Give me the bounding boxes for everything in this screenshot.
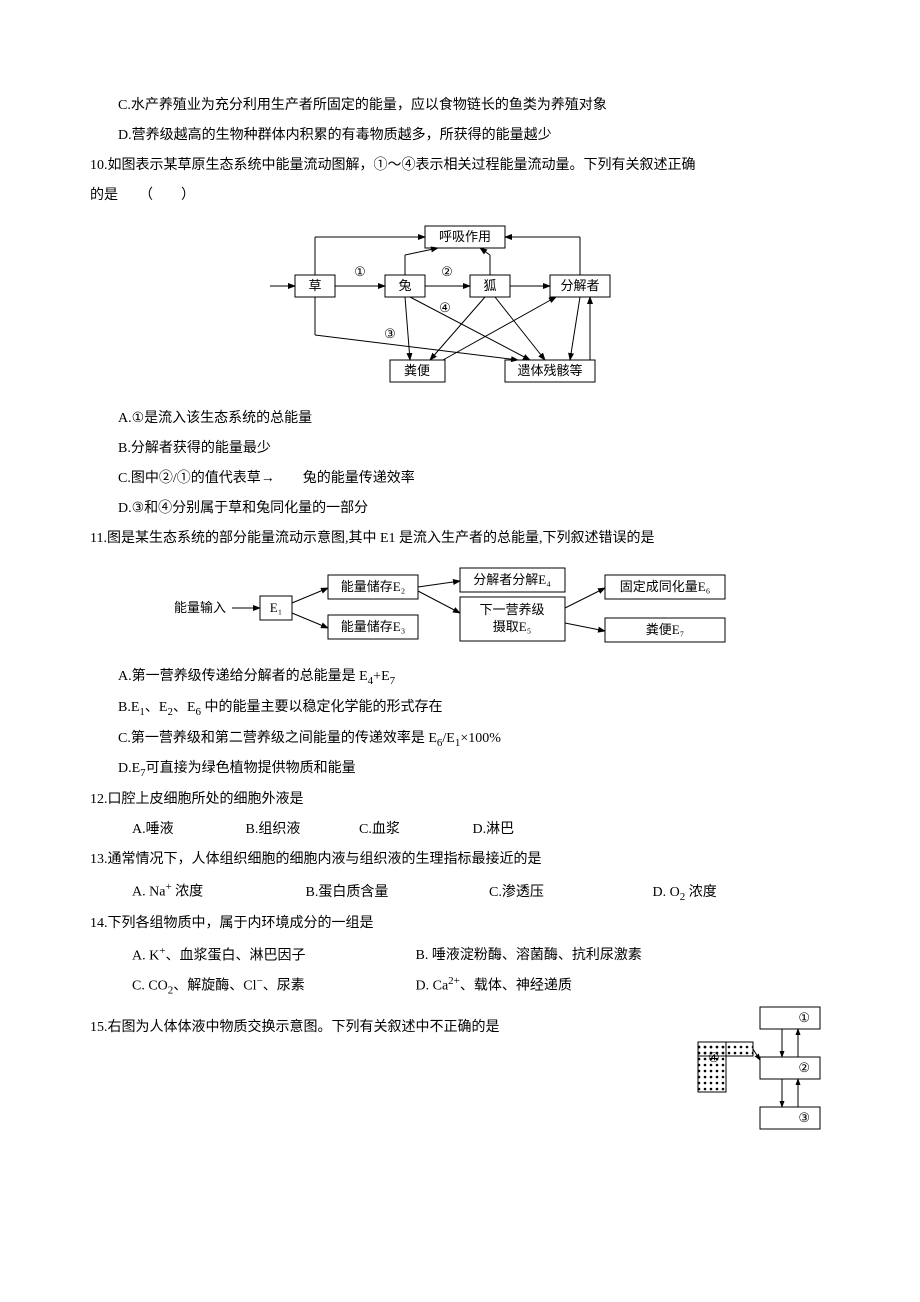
- q9-option-d: D.营养级越高的生物种群体内积累的有毒物质越多，所获得的能量越少: [90, 122, 830, 150]
- svg-text:能量储存E₂: 能量储存E₂: [341, 579, 405, 594]
- q11-option-d: D.E7可直接为绿色植物提供物质和能量: [90, 755, 830, 784]
- q9-option-c: C.水产养殖业为充分利用生产者所固定的能量，应以食物链长的鱼类为养殖对象: [90, 92, 830, 120]
- svg-text:遗体残骸等: 遗体残骸等: [517, 363, 582, 378]
- q13-option-b: B.蛋白质含量: [306, 879, 486, 907]
- svg-text:粪便E₇: 粪便E₇: [646, 622, 684, 637]
- q14-option-d: D. Ca2+、载体、神经递质: [416, 970, 572, 1001]
- q13-options: A. Na+ 浓度 B.蛋白质含量 C.渗透压 D. O2 浓度: [90, 876, 830, 907]
- q10-stem-b: 的是 （ ）: [90, 182, 830, 210]
- q11-option-a: A.第一营养级传递给分解者的总能量是 E4+E7: [90, 663, 830, 692]
- svg-text:④: ④: [439, 300, 451, 315]
- q13-option-d: D. O2 浓度: [653, 879, 773, 908]
- q14-stem: 14.下列各组物质中，属于内环境成分的一组是: [90, 910, 830, 938]
- svg-text:能量储存E₃: 能量储存E₃: [341, 619, 405, 634]
- q11-option-b: B.E1、E2、E6 中的能量主要以稳定化学能的形式存在: [90, 694, 830, 723]
- q12-option-a: A.唾液: [132, 816, 242, 844]
- svg-text:粪便: 粪便: [404, 363, 430, 378]
- svg-text:②: ②: [441, 264, 453, 279]
- q11-diagram: 能量输入 E₁ 能量储存E₂ 能量储存E₃ 分解者分解E₄ 下一营养级 摄取E₅…: [160, 563, 760, 653]
- svg-text:④: ④: [708, 1050, 720, 1065]
- q13-option-a: A. Na+ 浓度: [132, 876, 302, 907]
- q15-diagram: ① ② ③ ④: [690, 1002, 830, 1132]
- q10-option-d: D.③和④分别属于草和兔同化量的一部分: [90, 495, 830, 523]
- q12-option-b: B.组织液: [246, 816, 356, 844]
- q14-option-b: B. 唾液淀粉酶、溶菌酶、抗利尿激素: [416, 942, 642, 970]
- svg-text:②: ②: [798, 1060, 810, 1075]
- svg-text:③: ③: [384, 326, 396, 341]
- q11-option-c: C.第一营养级和第二营养级之间能量的传递效率是 E6/E1×100%: [90, 725, 830, 754]
- q14-row2: C. CO2、解旋酶、Cl−、尿素 D. Ca2+、载体、神经递质: [90, 970, 830, 1001]
- q14-row1: A. K+、血浆蛋白、淋巴因子 B. 唾液淀粉酶、溶菌酶、抗利尿激素: [90, 940, 830, 971]
- q12-option-d: D.淋巴: [473, 816, 583, 844]
- q10-option-c: C.图中②/①的值代表草→ 兔的能量传递效率: [90, 465, 830, 493]
- q10-diagram: 呼吸作用 草 兔 狐 分解者 粪便 遗体残骸等 ① ② ③ ④: [270, 220, 650, 395]
- svg-text:①: ①: [354, 264, 366, 279]
- q12-options: A.唾液 B.组织液 C.血浆 D.淋巴: [90, 816, 830, 844]
- svg-text:狐: 狐: [483, 278, 496, 293]
- q12-stem: 12.口腔上皮细胞所处的细胞外液是: [90, 786, 830, 814]
- q13-stem: 13.通常情况下，人体组织细胞的细胞内液与组织液的生理指标最接近的是: [90, 846, 830, 874]
- q12-option-c: C.血浆: [359, 816, 469, 844]
- q13-option-c: C.渗透压: [489, 879, 649, 907]
- svg-text:兔: 兔: [398, 278, 411, 293]
- svg-text:分解者: 分解者: [560, 278, 599, 293]
- svg-text:摄取E₅: 摄取E₅: [493, 619, 531, 634]
- svg-text:③: ③: [798, 1110, 810, 1125]
- svg-text:能量输入: 能量输入: [174, 600, 226, 615]
- svg-text:草: 草: [308, 278, 321, 293]
- svg-text:固定成同化量E₆: 固定成同化量E₆: [620, 579, 710, 594]
- q10-option-b: B.分解者获得的能量最少: [90, 435, 830, 463]
- q11-stem: 11.图是某生态系统的部分能量流动示意图,其中 E1 是流入生产者的总能量,下列…: [90, 525, 830, 553]
- q14-option-c: C. CO2、解旋酶、Cl−、尿素: [132, 970, 412, 1001]
- svg-text:①: ①: [798, 1010, 810, 1025]
- q14-option-a: A. K+、血浆蛋白、淋巴因子: [132, 940, 412, 971]
- svg-text:分解者分解E₄: 分解者分解E₄: [473, 572, 551, 587]
- q10-stem-a: 10.如图表示某草原生态系统中能量流动图解，①～④表示相关过程能量流动量。下列有…: [90, 152, 830, 180]
- q10-option-a: A.①是流入该生态系统的总能量: [90, 405, 830, 433]
- svg-text:呼吸作用: 呼吸作用: [439, 229, 491, 244]
- svg-text:下一营养级: 下一营养级: [479, 602, 544, 617]
- svg-text:E₁: E₁: [270, 600, 282, 615]
